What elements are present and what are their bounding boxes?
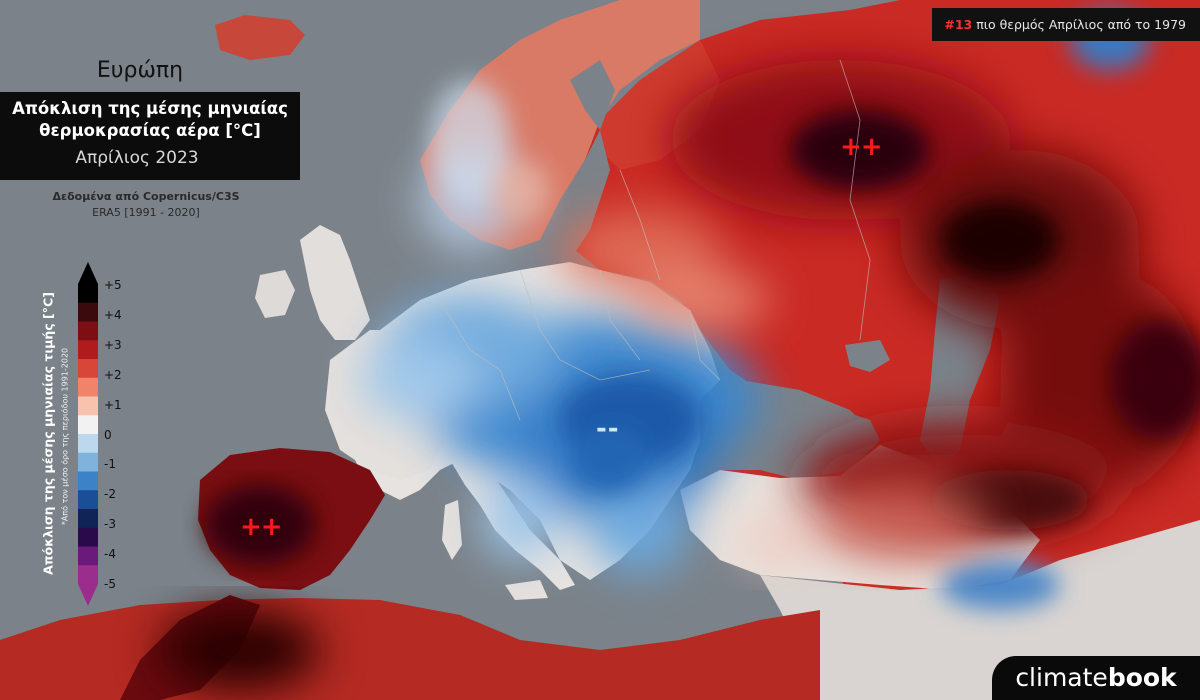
colorbar-segment xyxy=(78,396,98,416)
region-title: Ευρώπη xyxy=(96,58,184,83)
title-month: Απρίλιος 2023 xyxy=(75,148,199,168)
colorbar-tick-label: -5 xyxy=(104,577,116,591)
land-ireland xyxy=(255,270,295,318)
cold-marker-balkans: -- xyxy=(596,414,620,444)
colorbar-bottom-arrow xyxy=(78,584,98,606)
legend-subtitle: *Από τον μέσο όρο της περιόδου 1991-2020 xyxy=(60,347,70,526)
colorbar-tick-label: -4 xyxy=(104,547,116,562)
colorbar-tick-label: +2 xyxy=(104,367,122,382)
title-line-1: Απόκλιση της μέσης μηνιαίας xyxy=(12,99,288,118)
colorbar-tick-label: -2 xyxy=(104,487,116,502)
colorbar-tick-label: 0 xyxy=(104,427,112,442)
colorbar-segment xyxy=(78,302,98,322)
title-box: Απόκλιση της μέσης μηνιαίας θερμοκρασίας… xyxy=(0,92,300,180)
colorbar-segment xyxy=(78,509,98,529)
colorbar-segment xyxy=(78,452,98,472)
colorbar-tick-label: +5 xyxy=(104,278,122,292)
colorbar-segment xyxy=(78,377,98,397)
colorbar-tick-label: +3 xyxy=(104,337,122,352)
azov-sea xyxy=(845,340,890,372)
colorbar xyxy=(78,262,98,606)
baltic-sea xyxy=(540,130,610,265)
colorbar-segment xyxy=(78,321,98,341)
colorbar-segment xyxy=(78,415,98,435)
rank-number: #13 xyxy=(944,17,973,32)
land-mideast xyxy=(760,520,1200,700)
colorbar-segment xyxy=(78,546,98,566)
rank-banner: #13 πιο θερμός Απρίλιος από το 1979 xyxy=(932,8,1200,41)
colorbar-top-arrow xyxy=(78,262,98,284)
colorbar-segment xyxy=(78,434,98,454)
brand-pre: climate xyxy=(1015,663,1108,692)
colorbar-tick-label: -1 xyxy=(104,457,116,472)
legend-title: Απόκλιση της μέσης μηνιαίας τιμής [°C] xyxy=(40,292,56,575)
colorbar-tick-label: +1 xyxy=(104,397,122,412)
colorbar-segment xyxy=(78,284,98,304)
source-line-1: Δεδομένα από Copernicus/C3S xyxy=(52,190,240,203)
brand-bold: book xyxy=(1107,663,1177,692)
colorbar-segment xyxy=(78,490,98,510)
colorbar-segment xyxy=(78,359,98,379)
colorbar-segment xyxy=(78,340,98,360)
land-corsica-sardinia xyxy=(442,500,462,560)
gulf-bothnia xyxy=(570,60,615,130)
land-iceland xyxy=(215,15,305,60)
colorbar-segment xyxy=(78,527,98,547)
hot-marker-iberia: ++ xyxy=(240,512,283,542)
source-line-2: ERA5 [1991 - 2020] xyxy=(92,206,200,219)
title-line-2: θερμοκρασίας αέρα [°C] xyxy=(39,121,261,140)
rank-text: πιο θερμός Απρίλιος από το 1979 xyxy=(972,17,1186,32)
land-sicily xyxy=(505,580,548,600)
hot-marker-russia: ++ xyxy=(840,132,883,162)
brand-logo: climatebook xyxy=(992,656,1200,700)
colorbar-tick-label: +4 xyxy=(104,307,122,322)
colorbar-segment xyxy=(78,471,98,491)
land-britain xyxy=(300,225,370,340)
colorbar-tick-label: -3 xyxy=(104,517,116,532)
colorbar-segment xyxy=(78,565,98,585)
